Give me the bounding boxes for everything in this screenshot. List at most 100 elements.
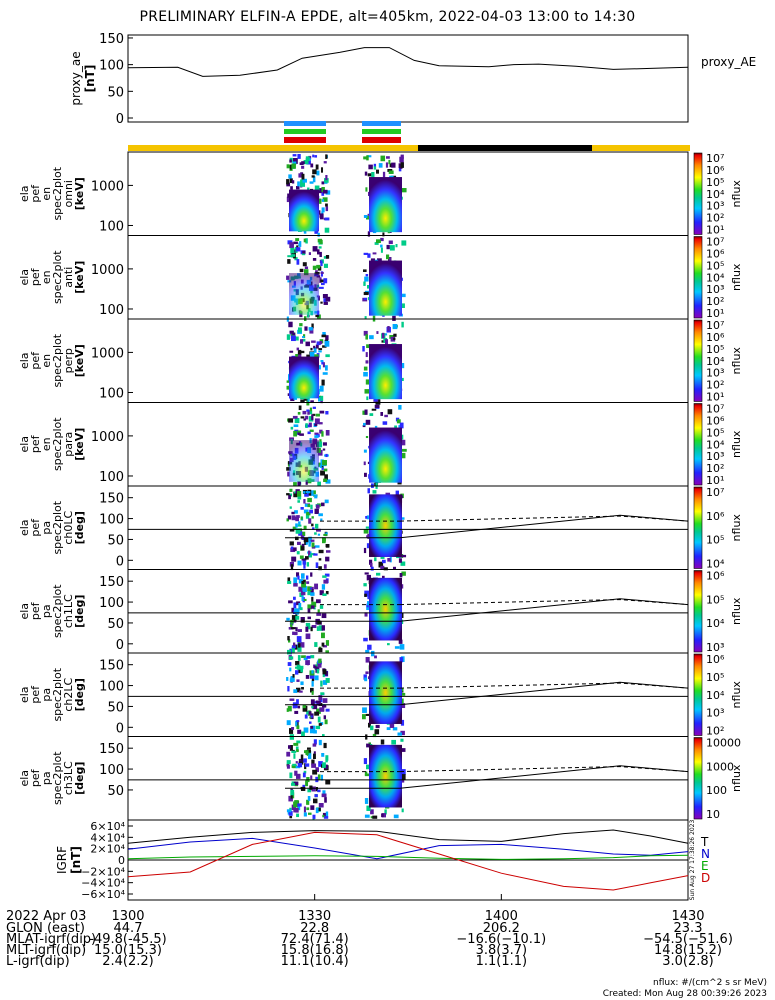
pass1-pixel	[291, 163, 296, 169]
spec-ytick-label: 50	[107, 700, 124, 715]
pass1-pixel	[292, 415, 298, 419]
pass1-pixel	[286, 518, 289, 522]
spec-ylabel-line: pa	[40, 604, 53, 618]
pass2-pixel	[364, 572, 369, 575]
pass2-pixel	[374, 242, 379, 245]
pass1-pixel	[290, 426, 294, 430]
igrf-ytick-label: 2×10⁴	[90, 843, 125, 856]
pass1-pixel	[301, 165, 305, 169]
pass1-pixel	[306, 662, 310, 666]
pass1-pixel	[300, 399, 305, 404]
pass1-pixel	[295, 238, 300, 242]
pass1-pixel	[290, 789, 295, 796]
pass2-pixel	[380, 739, 385, 745]
colorbar-tick-label: 10¹	[706, 391, 724, 404]
anti-loss-cone-line	[285, 598, 689, 622]
spec-ylabel-line: para	[62, 432, 75, 457]
spec-panel-3: 1000100elapefenspec2plotpara[keV]10⁷10⁶1…	[18, 402, 743, 489]
pass1-pixel	[322, 645, 327, 648]
pass2-pixel	[400, 363, 405, 369]
colorbar-tick-label: 10⁶	[706, 331, 725, 344]
colorbar-tick-label: 10⁴	[706, 355, 725, 368]
pass1-pixel	[318, 350, 322, 353]
pass1-pixel	[307, 504, 311, 508]
pass2-pixel	[364, 276, 369, 282]
pass1-pixel	[293, 547, 297, 552]
pass1-pixel	[289, 159, 292, 163]
pass1-pixel	[314, 432, 319, 435]
colorbar-label: nflux	[730, 263, 743, 291]
colorbar-tick-label: 10⁶	[706, 570, 725, 583]
pass1-pixel	[314, 711, 320, 716]
pass2-pixel	[363, 758, 368, 765]
pass1-pixel	[318, 513, 323, 517]
pass1-pixel	[297, 575, 300, 580]
spec-ylabel-line: spec2plot	[51, 667, 64, 721]
pass1-pixel	[287, 577, 291, 583]
pass1-pixel	[319, 465, 322, 468]
pass1-pixel	[288, 174, 292, 179]
pass1-pixel	[295, 528, 301, 534]
pass2-pixel	[384, 333, 388, 336]
spec-ylabel-line: [deg]	[73, 511, 86, 544]
spec-ylabel-line: pef	[29, 601, 42, 620]
pass1-pixel	[313, 347, 317, 353]
spec-ylabel-line: spec2plot	[51, 751, 64, 805]
pass1-pixel	[322, 790, 326, 794]
pass1-pixel	[301, 731, 305, 737]
pass1-pixel	[310, 347, 313, 351]
pass2-pixel	[366, 515, 369, 520]
colorbar-label: nflux	[730, 597, 743, 625]
pass1-pixel	[302, 336, 305, 339]
pass1-pixel	[314, 545, 320, 548]
pass2-pixel	[387, 409, 393, 415]
pass1-pixel	[325, 175, 328, 181]
pass1-pixel	[293, 241, 298, 245]
pass1-pixel	[291, 645, 296, 649]
colorbar-tick-label: 10⁵	[706, 534, 724, 547]
pass2-pixel	[380, 247, 383, 253]
colorbar-tick-label: 10	[706, 808, 720, 821]
pass1-pixel	[307, 616, 312, 620]
pass1-pixel	[326, 550, 331, 553]
pass1-pixel	[308, 711, 312, 715]
spec-ytick-label: 100	[99, 303, 124, 318]
pass1-pixel	[313, 739, 317, 745]
pass2-pixel	[385, 339, 388, 345]
pass1-pixel	[313, 753, 316, 760]
pass1-pixel	[294, 710, 299, 714]
pass2-pixel	[373, 166, 377, 170]
spec-ylabel-line: spec2plot	[51, 250, 64, 304]
pass1-pixel	[299, 665, 304, 670]
pass2-pixel	[393, 566, 397, 570]
pass1-pixel	[317, 441, 323, 448]
pass2-pixel	[372, 815, 378, 819]
pass1-pixel	[318, 625, 324, 631]
spec-ylabel-line: [keV]	[73, 261, 86, 294]
ephemeris-value: 11.1(10.4)	[281, 954, 349, 969]
pass1-pixel	[287, 255, 293, 258]
colorbar-tick-label: 10⁵	[706, 426, 724, 439]
pass2-pixel	[375, 399, 381, 405]
pass1-pixel	[297, 646, 302, 652]
pass1-pixel	[299, 162, 304, 166]
pass1-pixel	[297, 181, 300, 187]
pass1-pixel	[300, 350, 305, 354]
pass1-pixel	[302, 560, 306, 565]
pass1-pixel	[306, 807, 310, 811]
pass1-pixel	[325, 650, 329, 654]
pass1-pixel	[322, 332, 326, 336]
pass1-pixel	[291, 254, 296, 257]
pass2-pixel	[363, 372, 368, 377]
pass1-pixel	[323, 263, 329, 268]
colorbar-tick-label: 10⁷	[706, 236, 724, 249]
pass1-pixel	[319, 239, 323, 244]
colorbar-tick-label: 10⁷	[706, 152, 724, 165]
ephemeris-label: MLAT-igrf(dip)	[6, 932, 96, 947]
pass1-pixel	[296, 551, 300, 555]
pass1-pixel	[297, 352, 302, 358]
pass2-pixel	[372, 733, 377, 738]
pass1-pixel	[322, 734, 325, 737]
